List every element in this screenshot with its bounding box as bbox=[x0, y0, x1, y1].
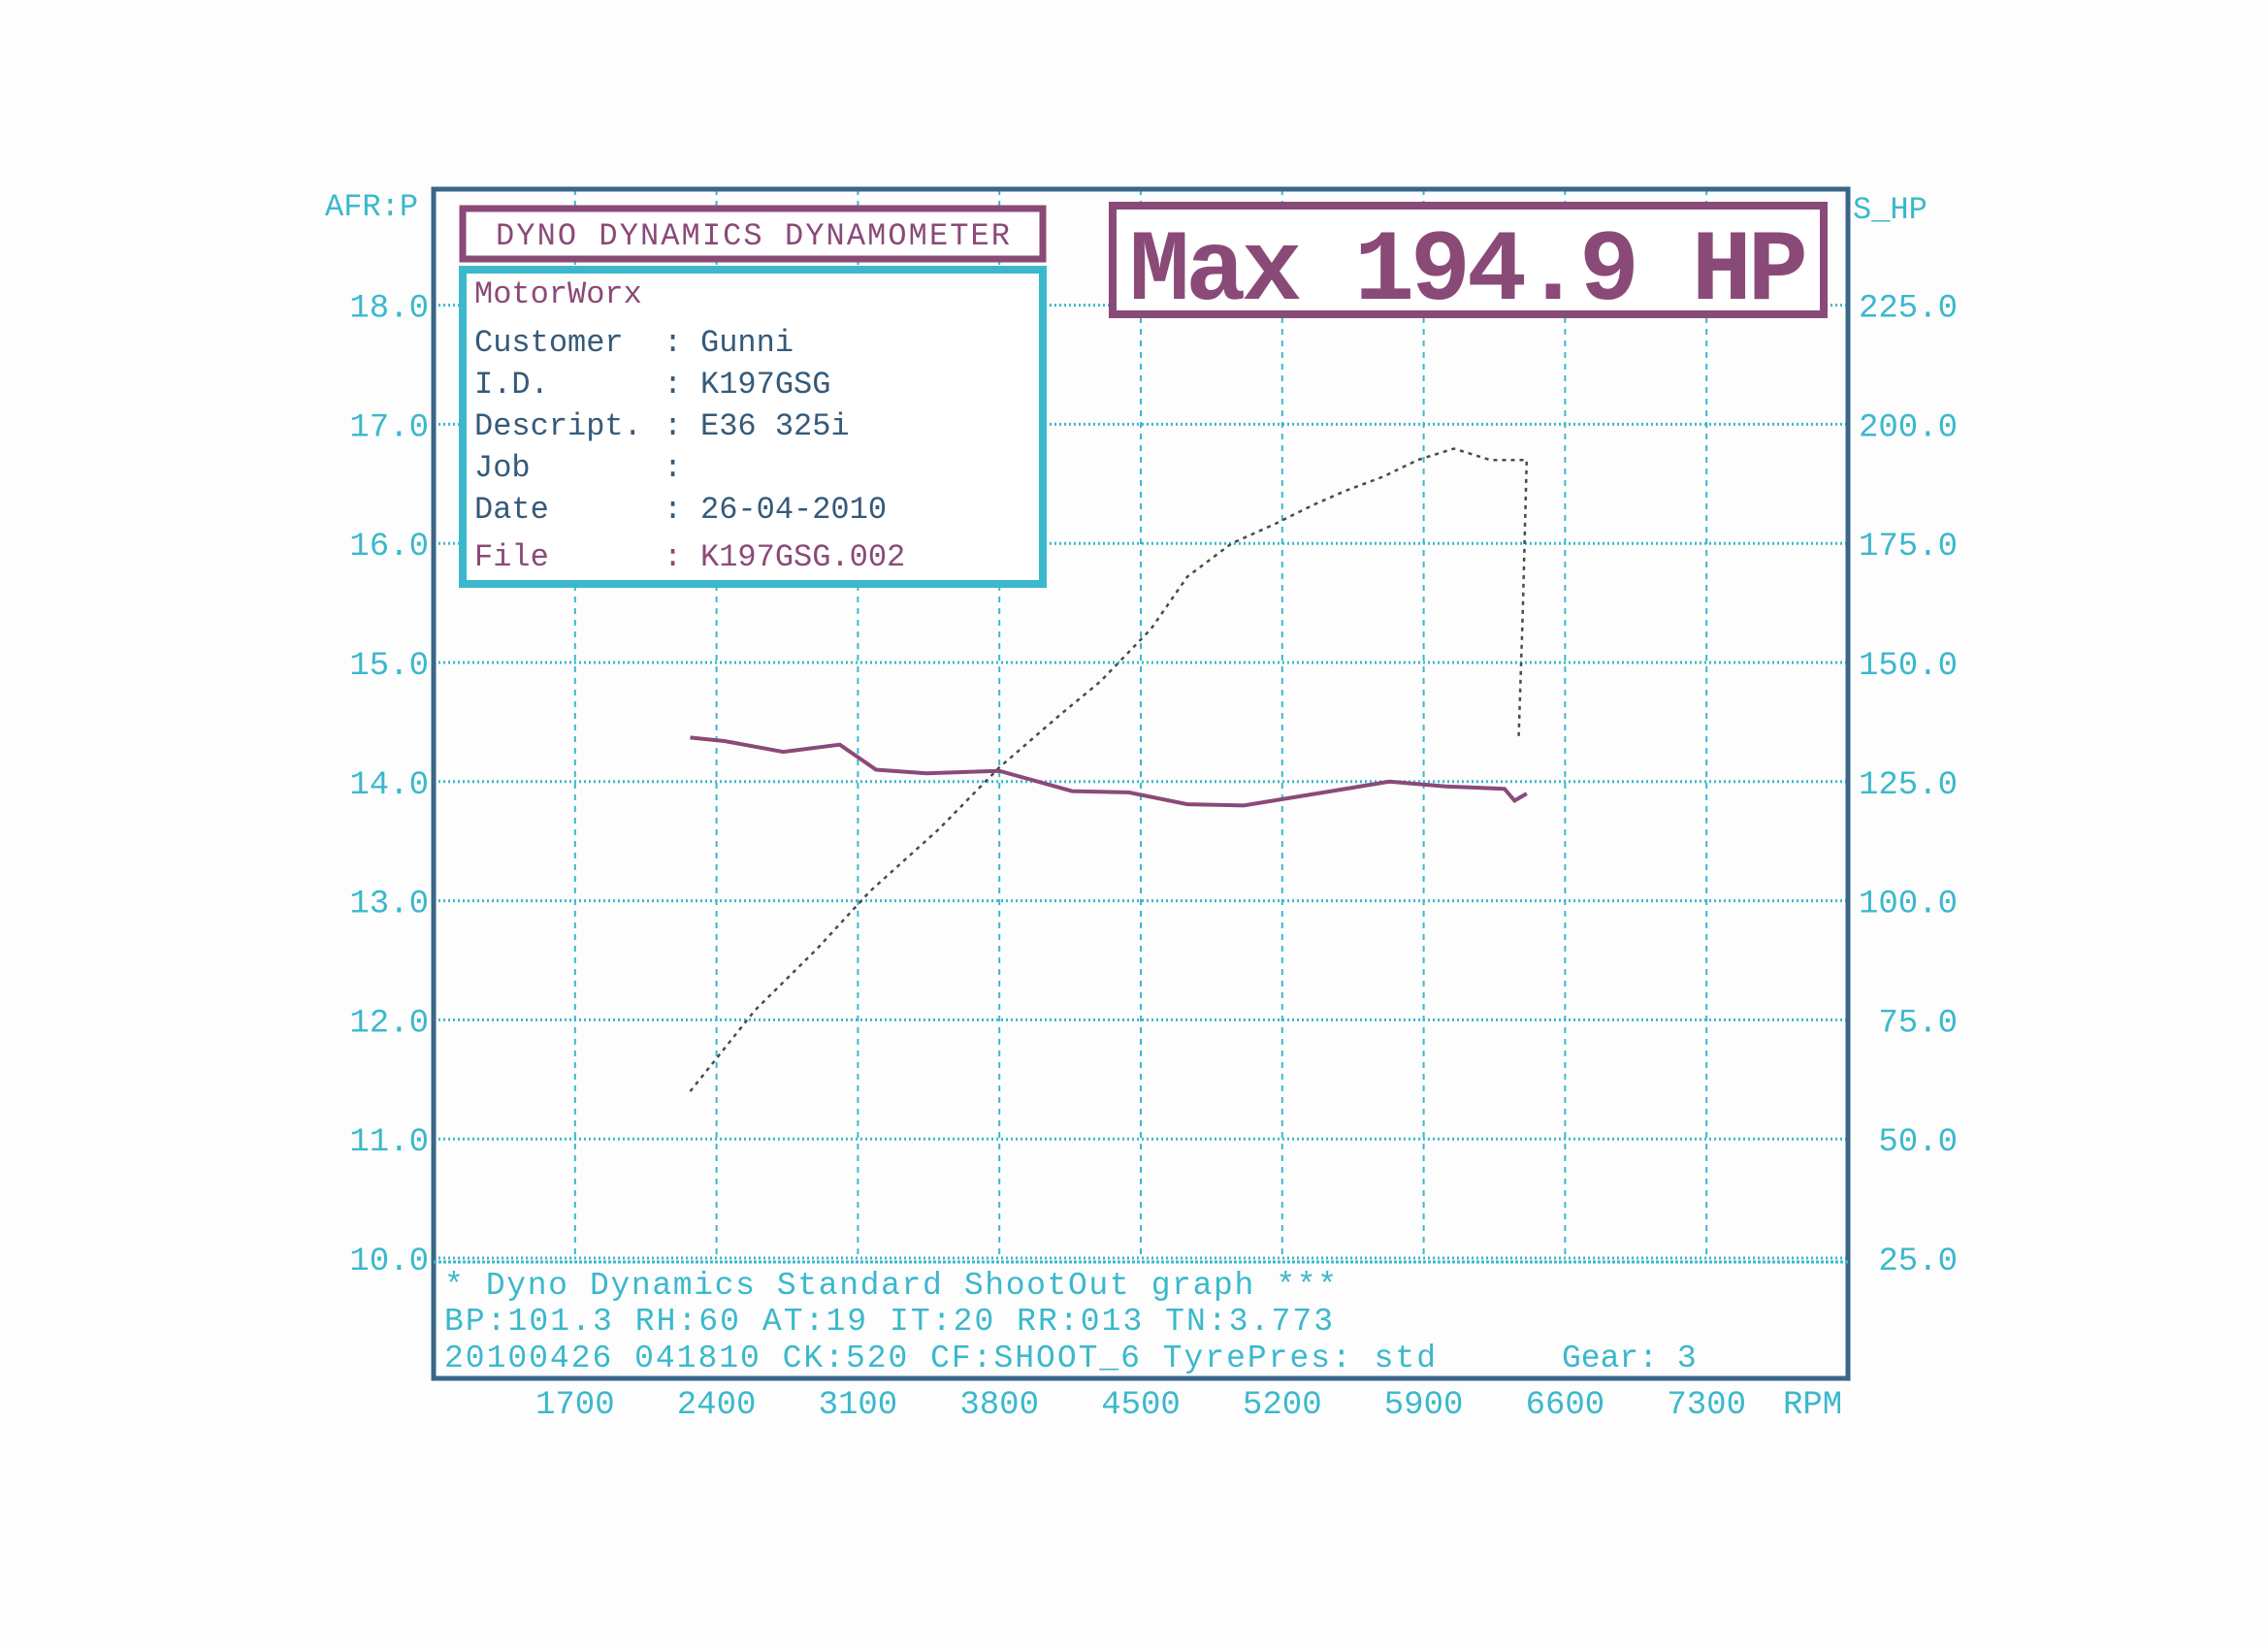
x-tick-label: 5200 bbox=[1243, 1387, 1322, 1424]
x-axis-label: RPM bbox=[1783, 1387, 1842, 1424]
footer-line-3: 20100426 041810 CK:520 CF:SHOOT_6 TyrePr… bbox=[444, 1341, 1436, 1376]
info-label: Customer bbox=[474, 325, 624, 361]
x-tick-label: 5900 bbox=[1384, 1387, 1464, 1424]
x-tick-label: 6600 bbox=[1526, 1387, 1605, 1424]
x-tick-label: 7300 bbox=[1667, 1387, 1746, 1424]
info-label: File bbox=[474, 539, 549, 575]
info-value: K197GSG.002 bbox=[700, 539, 905, 575]
y-right-tick-label: 75.0 bbox=[1878, 1005, 1958, 1042]
y-left-tick-label: 12.0 bbox=[349, 1005, 429, 1042]
y-left-tick-label: 11.0 bbox=[349, 1124, 429, 1161]
footer-line-1: * Dyno Dynamics Standard ShootOut graph … bbox=[444, 1268, 1337, 1304]
info-colon: : bbox=[664, 367, 682, 403]
y-right-tick-label: 225.0 bbox=[1859, 291, 1958, 328]
info-value: E36 325i bbox=[700, 408, 850, 444]
plot-frame bbox=[431, 186, 1851, 1381]
y-left-tick-label: 13.0 bbox=[349, 887, 429, 923]
y-left-tick-label: 14.0 bbox=[349, 767, 429, 804]
left-axis-label: AFR:P bbox=[325, 189, 418, 225]
y-right-tick-label: 100.0 bbox=[1859, 887, 1958, 923]
info-rows: Customer: Gunni I.D.: K197GSG Descript.: E36 … bbox=[474, 325, 905, 575]
title-box bbox=[459, 205, 1047, 263]
y-right-tick-label: 50.0 bbox=[1878, 1124, 1958, 1161]
title-text: DYNO DYNAMICS DYNAMOMETER bbox=[496, 218, 1010, 254]
x-tick-label: 2400 bbox=[677, 1387, 757, 1424]
info-label: Descript. bbox=[474, 408, 642, 444]
info-colon: : bbox=[664, 325, 682, 361]
info-value: Gunni bbox=[700, 325, 794, 361]
info-value: K197GSG bbox=[700, 367, 830, 403]
footer-gear: Gear: 3 bbox=[1562, 1341, 1697, 1376]
info-label: Job bbox=[474, 450, 531, 486]
x-tick-label: 4500 bbox=[1101, 1387, 1181, 1424]
y-right-tick-label: 150.0 bbox=[1859, 648, 1958, 685]
max-hp-box bbox=[1109, 202, 1828, 318]
tick-labels: 1700 2400 3100 3800 4500 5200 5900 6600 7300 18.0… bbox=[349, 291, 1958, 1424]
right-axis-label: S_HP bbox=[1853, 192, 1928, 228]
info-value: 26-04-2010 bbox=[700, 492, 887, 528]
y-right-tick-label: 125.0 bbox=[1859, 767, 1958, 804]
info-label: I.D. bbox=[474, 367, 549, 403]
afr-curve bbox=[690, 735, 1528, 808]
x-tick-label: 3800 bbox=[959, 1387, 1039, 1424]
shop-name: MotorWorx bbox=[474, 276, 642, 312]
y-right-tick-label: 200.0 bbox=[1859, 409, 1958, 446]
y-left-tick-label: 15.0 bbox=[349, 648, 429, 685]
info-colon: : bbox=[664, 450, 682, 486]
y-left-tick-label: 10.0 bbox=[349, 1244, 429, 1280]
x-tick-label: 3100 bbox=[819, 1387, 898, 1424]
info-box bbox=[459, 266, 1047, 588]
y-right-tick-label: 175.0 bbox=[1859, 529, 1958, 566]
series-layer bbox=[689, 447, 1529, 1092]
power-curve bbox=[689, 447, 1529, 1092]
footer-line-2: BP:101.3 RH:60 AT:19 IT:20 RR:013 TN:3.7… bbox=[444, 1304, 1333, 1340]
y-left-tick-label: 17.0 bbox=[349, 409, 429, 446]
max-hp-text: Max 194.9 HP bbox=[1129, 215, 1808, 330]
info-label: Date bbox=[474, 492, 549, 528]
x-tick-label: 1700 bbox=[535, 1387, 615, 1424]
y-left-tick-label: 16.0 bbox=[349, 529, 429, 566]
info-colon: : bbox=[664, 539, 682, 575]
info-colon: : bbox=[664, 408, 682, 444]
y-left-tick-label: 18.0 bbox=[349, 291, 429, 328]
y-right-tick-label: 25.0 bbox=[1878, 1244, 1958, 1280]
info-colon: : bbox=[664, 492, 682, 528]
